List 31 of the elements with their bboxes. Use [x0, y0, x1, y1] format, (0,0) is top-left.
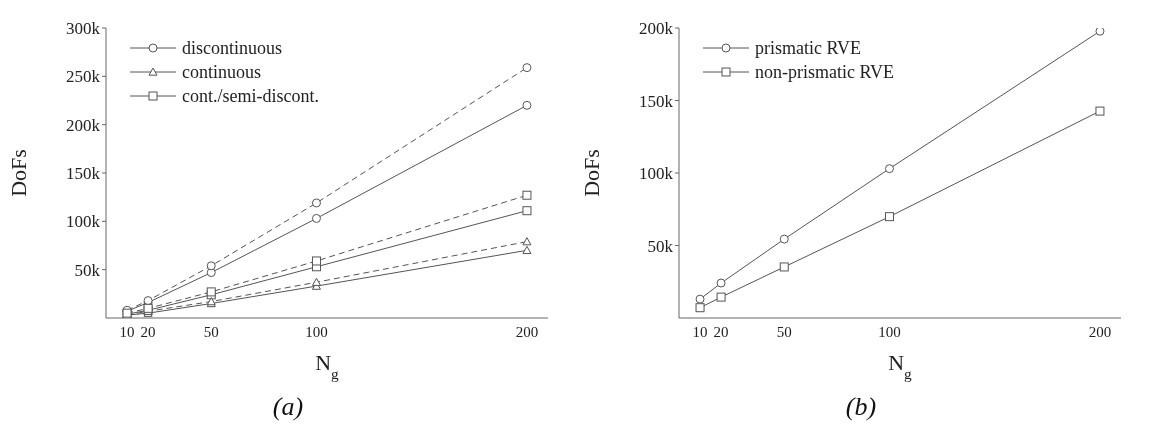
x-tick-label: 100: [878, 323, 901, 340]
y-tick-label: 150k: [66, 164, 101, 184]
x-tick-label: 200: [1088, 323, 1112, 340]
x-tick-label: 100: [305, 323, 328, 340]
y-tick-label: 200k: [639, 19, 674, 39]
x-tick-label: 10: [119, 323, 135, 340]
legend-label: continuous: [182, 61, 261, 84]
y-axis-title: DoFs: [579, 149, 604, 197]
legend-label: non-prismatic RVE: [755, 61, 895, 84]
x-tick-label: 200: [515, 323, 539, 340]
y-tick-label: 100k: [639, 164, 674, 184]
y-tick-label: 150k: [639, 91, 674, 111]
legend-label: cont./semi-discont.: [182, 85, 319, 108]
x-tick-label: 10: [692, 323, 708, 340]
y-axis-title: DoFs: [6, 149, 31, 197]
x-axis-title: N$_{g}$: [315, 350, 340, 382]
y-tick-label: 250k: [66, 67, 101, 87]
y-tick-label: 50k: [74, 260, 101, 280]
text: (a): [271, 392, 305, 422]
y-tick-label: 50k: [647, 236, 674, 256]
text: (b): [844, 392, 878, 422]
x-tick-label: 50: [776, 323, 792, 340]
x-tick-label: 20: [140, 323, 156, 340]
x-tick-label: 50: [203, 323, 219, 340]
y-tick-label: 200k: [66, 115, 101, 135]
x-axis-title: N$_{g}$: [888, 350, 913, 382]
y-tick-label: 300k: [66, 19, 101, 39]
legend-label: prismatic RVE: [755, 37, 862, 60]
y-tick-label: 100k: [66, 212, 101, 232]
legend-label: discontinuous: [182, 37, 283, 60]
x-tick-label: 20: [713, 323, 729, 340]
